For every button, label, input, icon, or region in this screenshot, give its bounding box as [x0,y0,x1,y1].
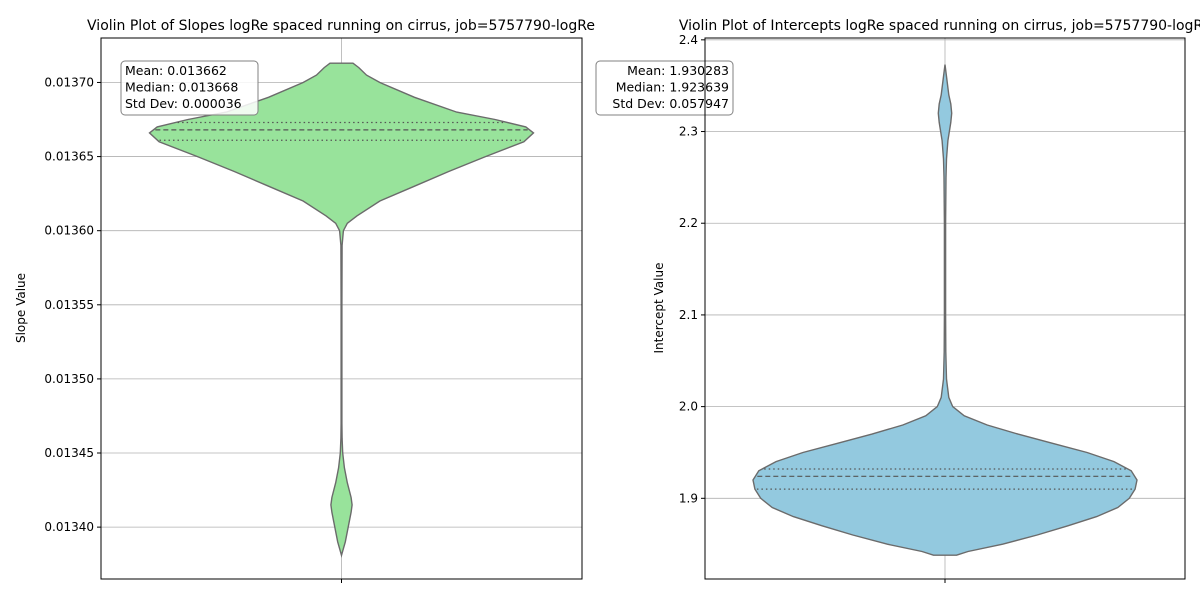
y-axis-label: Intercept Value [652,263,666,354]
stats-box: Mean: 0.013662 Median: 0.013668 Std Dev:… [120,60,259,116]
axes-frame [704,37,1186,580]
stats-mean: Mean: 1.930283 [627,63,729,78]
y-ticks: 1.9 2.0 2.1 2.2 2.3 2.4 [679,33,946,583]
y-tick-label: 0.01355 [44,298,94,312]
stats-mean: Mean: 0.013662 [125,63,227,78]
chart-title: Violin Plot of Slopes logRe spaced runni… [87,18,595,34]
stats-box-frame [120,60,259,116]
y-tick-label: 2.1 [679,308,698,322]
y-tick-label: 2.2 [679,216,698,230]
y-tick-label: 1.9 [679,491,698,505]
stats-box: Mean: 1.930283 Median: 1.923639 Std Dev:… [595,60,734,116]
y-tick-label: 0.01345 [44,446,94,460]
slopes-violin-panel: Violin Plot of Slopes logRe spaced runni… [14,18,595,583]
axes-frame [100,37,583,580]
y-axis-label: Slope Value [14,273,28,343]
y-tick-label: 0.01370 [44,75,94,89]
stats-std: Std Dev: 0.057947 [612,96,729,111]
y-tick-label: 2.0 [679,400,698,414]
y-tick-label: 0.01350 [44,372,94,386]
y-ticks: 0.01340 0.01345 0.01350 0.01355 0.01360 0.013… [44,75,342,583]
stats-median: Median: 1.923639 [616,80,729,95]
violin-body [148,62,535,558]
y-tick-label: 2.4 [679,33,698,47]
intercepts-violin-panel: Violin Plot of Intercepts logRe spaced r… [595,18,1200,583]
violin [148,62,535,558]
violin-body [752,64,1138,556]
stats-median: Median: 0.013668 [125,80,238,95]
y-tick-label: 0.01365 [44,150,94,164]
y-tick-label: 2.3 [679,125,698,139]
y-tick-label: 0.01340 [44,520,94,534]
violin [752,64,1138,556]
stats-box-frame [595,60,734,116]
y-tick-label: 0.01360 [44,224,94,238]
chart-title: Violin Plot of Intercepts logRe spaced r… [679,18,1200,34]
stats-std: Std Dev: 0.000036 [125,96,242,111]
